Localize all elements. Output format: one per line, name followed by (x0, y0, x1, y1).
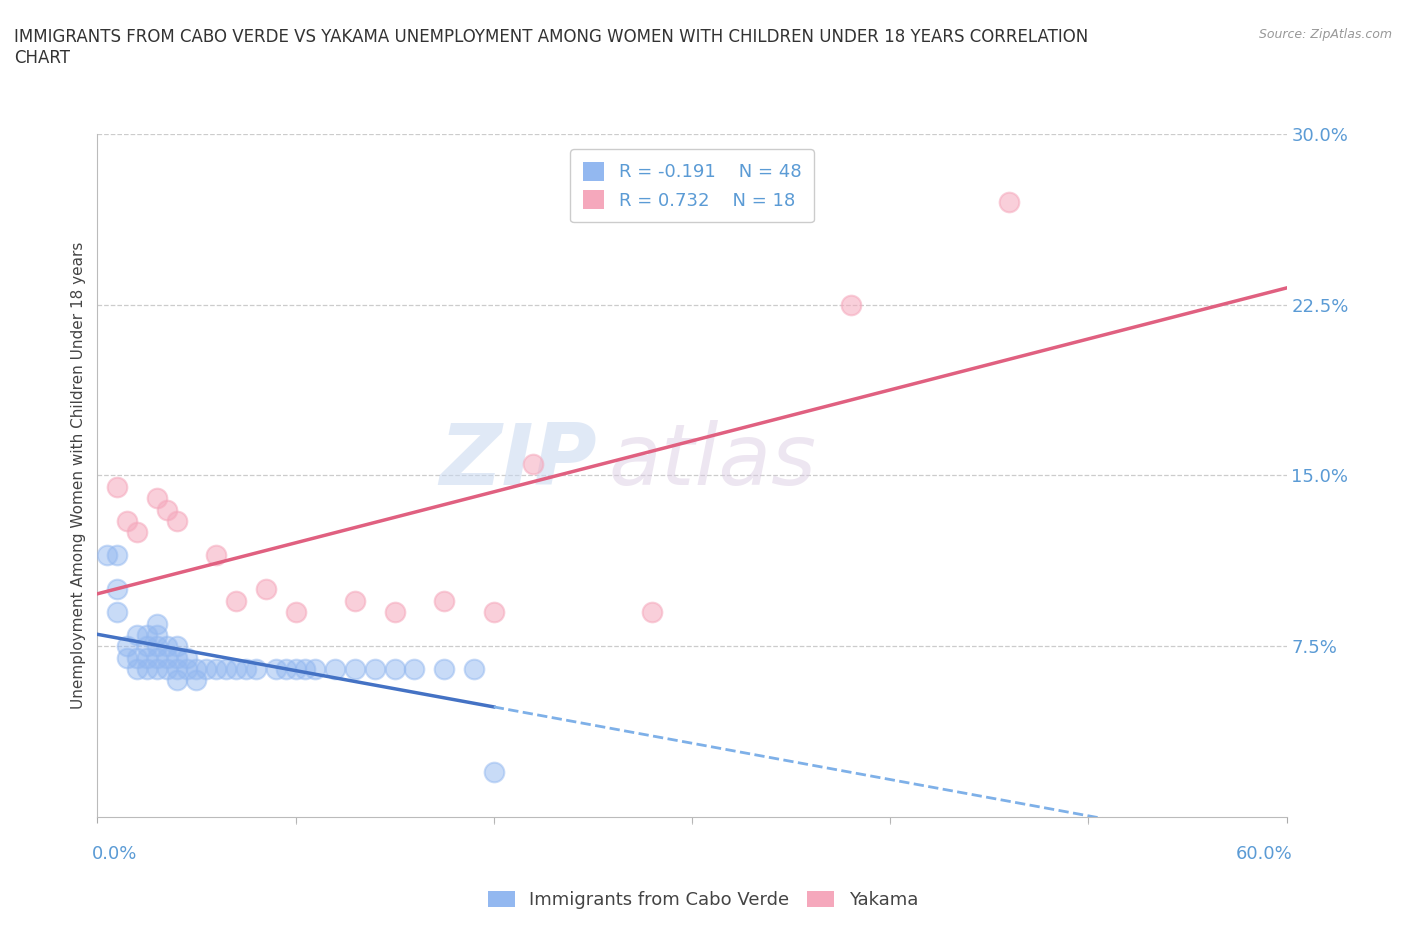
Point (264, 661, 287, 676)
Point (146, 628, 169, 643)
Point (125, 661, 148, 676)
Point (384, 661, 406, 676)
Point (215, 661, 238, 676)
Point (146, 616, 169, 631)
Point (433, 593, 456, 608)
Point (522, 457, 544, 472)
Point (166, 513, 188, 528)
Point (839, 297, 862, 312)
Point (105, 604, 128, 619)
Point (433, 661, 456, 676)
Point (125, 650, 148, 665)
Point (156, 639, 179, 654)
Point (146, 491, 169, 506)
Point (186, 673, 208, 688)
Point (225, 593, 247, 608)
Point (404, 661, 426, 676)
Point (105, 582, 128, 597)
Legend: R = -0.191    N = 48, R = 0.732    N = 18: R = -0.191 N = 48, R = 0.732 N = 18 (569, 150, 814, 222)
Point (344, 661, 367, 676)
Point (146, 661, 169, 676)
Point (274, 661, 297, 676)
Point (641, 604, 664, 619)
Point (115, 513, 138, 528)
Text: Source: ZipAtlas.com: Source: ZipAtlas.com (1258, 28, 1392, 41)
Point (96, 548, 118, 563)
Point (384, 604, 406, 619)
Point (186, 661, 208, 676)
Point (156, 502, 179, 517)
Point (156, 661, 179, 676)
Point (205, 661, 228, 676)
Point (482, 764, 505, 779)
Text: 60.0%: 60.0% (1236, 844, 1292, 862)
Y-axis label: Unemployment Among Women with Children Under 18 years: Unemployment Among Women with Children U… (72, 242, 86, 709)
Point (225, 661, 247, 676)
Point (323, 661, 346, 676)
Point (156, 650, 179, 665)
Point (344, 593, 367, 608)
Point (463, 661, 485, 676)
Point (105, 548, 128, 563)
Point (135, 628, 157, 643)
Point (135, 650, 157, 665)
Point (146, 650, 169, 665)
Point (176, 661, 198, 676)
Text: atlas: atlas (609, 420, 817, 503)
Point (176, 650, 198, 665)
Point (205, 548, 228, 563)
Point (166, 661, 188, 676)
Point (115, 650, 138, 665)
Point (115, 639, 138, 654)
Point (304, 661, 326, 676)
Legend: Immigrants from Cabo Verde, Yakama: Immigrants from Cabo Verde, Yakama (481, 884, 925, 916)
Point (135, 661, 157, 676)
Point (195, 661, 218, 676)
Point (364, 661, 387, 676)
Point (998, 194, 1021, 209)
Point (235, 661, 257, 676)
Point (166, 639, 188, 654)
Text: 0.0%: 0.0% (91, 844, 136, 862)
Point (166, 650, 188, 665)
Text: IMMIGRANTS FROM CABO VERDE VS YAKAMA UNEMPLOYMENT AMONG WOMEN WITH CHILDREN UNDE: IMMIGRANTS FROM CABO VERDE VS YAKAMA UNE… (14, 28, 1088, 67)
Point (284, 661, 307, 676)
Point (245, 661, 267, 676)
Point (294, 661, 316, 676)
Point (146, 639, 169, 654)
Point (482, 604, 505, 619)
Point (105, 479, 128, 494)
Point (166, 673, 188, 688)
Point (254, 582, 277, 597)
Point (125, 525, 148, 539)
Text: ZIP: ZIP (439, 420, 596, 503)
Point (125, 628, 148, 643)
Point (284, 604, 307, 619)
Point (135, 639, 157, 654)
